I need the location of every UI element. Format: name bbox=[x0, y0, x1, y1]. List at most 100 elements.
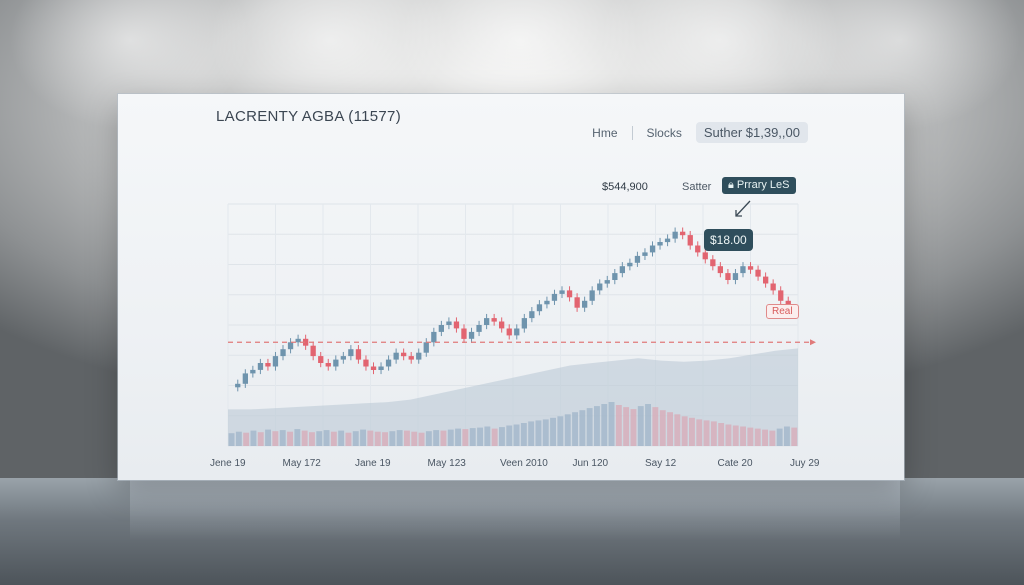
volume-bar bbox=[667, 412, 673, 446]
volume-bar bbox=[630, 409, 637, 446]
candle-body bbox=[416, 352, 422, 360]
satter-label: Satter bbox=[682, 181, 712, 193]
candle-body bbox=[423, 342, 429, 353]
volume-bar bbox=[235, 431, 242, 446]
candle-body bbox=[521, 318, 527, 329]
candle-body bbox=[401, 352, 407, 357]
candle-body bbox=[287, 342, 294, 350]
candle-body bbox=[393, 352, 399, 360]
volume-bar bbox=[257, 432, 264, 446]
candle-body bbox=[747, 266, 754, 270]
volume-bar bbox=[791, 427, 798, 446]
volume-bar bbox=[703, 420, 710, 446]
candle-body bbox=[310, 345, 316, 357]
candle-body bbox=[484, 318, 490, 325]
volume-bar bbox=[338, 430, 345, 446]
primary-label-badge[interactable]: 🔒︎ Prrary LeS bbox=[722, 177, 796, 194]
candle-body bbox=[431, 331, 437, 343]
candle-body bbox=[634, 255, 641, 263]
floor-reflection bbox=[130, 480, 900, 540]
candle-body bbox=[506, 328, 512, 336]
candle-body bbox=[642, 252, 648, 256]
volume-bar bbox=[528, 421, 535, 446]
volume-bar bbox=[740, 426, 746, 446]
candle-body bbox=[589, 290, 595, 301]
candle-body bbox=[438, 325, 444, 332]
x-tick-label: Veen 2010 bbox=[500, 458, 548, 469]
candle-body bbox=[348, 349, 354, 357]
nav-divider bbox=[631, 125, 633, 140]
tab-home[interactable]: Hme bbox=[592, 125, 618, 140]
candle-body bbox=[755, 269, 761, 277]
volume-bar bbox=[769, 430, 776, 446]
volume-bar bbox=[316, 431, 323, 446]
volume-bar bbox=[784, 426, 790, 446]
volume-bar bbox=[411, 431, 418, 446]
candle-body bbox=[740, 266, 746, 274]
volume-bar bbox=[418, 432, 425, 446]
candle-body bbox=[619, 266, 625, 274]
candle-body bbox=[680, 231, 686, 236]
page-title: LACRENTY AGBA (11577) bbox=[216, 108, 401, 125]
volume-bar bbox=[732, 425, 739, 446]
volume-bar bbox=[535, 420, 542, 446]
volume-bar bbox=[352, 431, 359, 446]
candle-body bbox=[257, 363, 264, 370]
volume-bar bbox=[747, 427, 754, 446]
candle-body bbox=[295, 338, 301, 343]
volume-bar bbox=[579, 410, 586, 446]
candle-body bbox=[544, 300, 550, 305]
volume-bar bbox=[564, 414, 571, 446]
candle-body bbox=[725, 273, 731, 280]
volume-bar bbox=[440, 430, 447, 446]
candle-body bbox=[333, 359, 339, 367]
candle-body bbox=[702, 252, 708, 260]
volume-bar bbox=[491, 428, 498, 446]
tab-stocks[interactable]: Slocks bbox=[646, 125, 682, 140]
volume-bar bbox=[586, 408, 593, 446]
volume-bar bbox=[506, 425, 513, 446]
volume-bar bbox=[389, 431, 396, 446]
candle-body bbox=[627, 262, 633, 267]
candle-body bbox=[566, 290, 573, 298]
volume-bar bbox=[762, 429, 768, 446]
volume-bar bbox=[513, 424, 520, 446]
candle-body bbox=[303, 338, 309, 346]
candle-body bbox=[763, 276, 769, 284]
volume-bar bbox=[601, 404, 608, 446]
x-tick-label: Jene 19 bbox=[210, 458, 246, 469]
candle-body bbox=[695, 245, 701, 253]
volume-bar bbox=[623, 407, 630, 446]
volume-bar bbox=[462, 429, 469, 446]
volume-bar bbox=[681, 416, 688, 446]
candle-body bbox=[529, 311, 535, 319]
volume-bar bbox=[301, 430, 308, 446]
candle-body bbox=[272, 356, 279, 367]
candle-body bbox=[250, 369, 256, 374]
volume-bar bbox=[374, 431, 381, 446]
volume-bar bbox=[725, 424, 732, 446]
volume-bar bbox=[250, 430, 257, 446]
volume-bar bbox=[674, 414, 681, 446]
price-tag: $18.00 bbox=[704, 229, 753, 251]
candle-body bbox=[242, 373, 248, 384]
candle-body bbox=[363, 359, 369, 367]
candle-body bbox=[778, 290, 784, 301]
price-summary-box[interactable]: Suther $1,39,,00 bbox=[695, 122, 808, 143]
candle-body bbox=[476, 325, 482, 332]
candle-body bbox=[340, 356, 346, 360]
volume-bar bbox=[572, 412, 578, 446]
volume-bar bbox=[469, 428, 476, 446]
candle-body bbox=[582, 300, 588, 308]
volume-bar bbox=[287, 431, 293, 446]
volume-bar bbox=[776, 428, 783, 446]
candle-body bbox=[385, 359, 392, 367]
volume-bar bbox=[594, 406, 600, 446]
volume-bar bbox=[367, 430, 374, 446]
arrow-down-left-icon bbox=[735, 200, 751, 217]
volume-bar bbox=[484, 426, 491, 446]
volume-bar bbox=[396, 430, 403, 446]
volume-bar bbox=[360, 429, 366, 446]
volume-bar bbox=[542, 419, 549, 446]
candle-body bbox=[672, 231, 678, 239]
